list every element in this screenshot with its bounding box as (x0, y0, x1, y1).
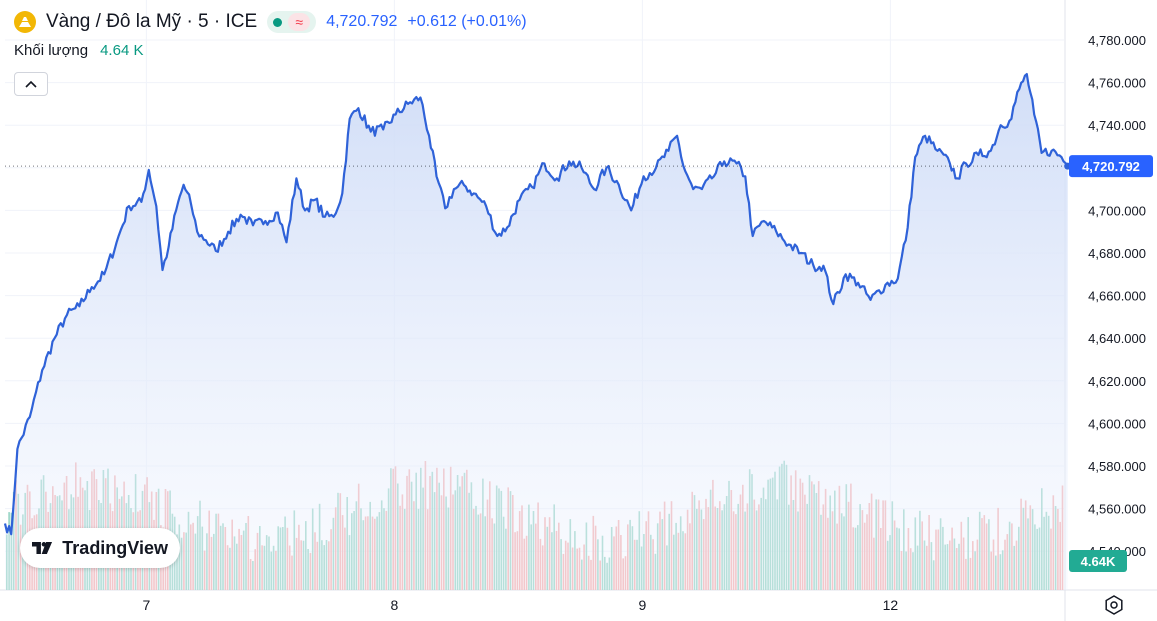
price-line (3, 73, 1069, 536)
brand-name: TradingView (62, 537, 168, 558)
tradingview-logo-icon (32, 542, 53, 554)
y-tick-label: 4,660.000 (1088, 289, 1146, 304)
settings-icon (1105, 595, 1123, 615)
chevron-up-icon (25, 80, 37, 88)
price-axis[interactable]: 4,540.0004,560.0004,580.0004,600.0004,62… (1088, 33, 1146, 559)
x-tick-label: 8 (390, 597, 398, 613)
volume-value: 4.64 K (100, 42, 144, 59)
y-tick-label: 4,700.000 (1088, 203, 1146, 218)
price-change: +0.612 (+0.01%) (407, 13, 527, 30)
last-price-axis-label-bg (1069, 155, 1153, 178)
x-tick-label: 12 (883, 597, 899, 613)
volume-label[interactable]: Khối lượng (14, 42, 89, 59)
y-tick-label: 4,580.000 (1088, 459, 1146, 474)
volume-axis-label: 4.64K (1081, 554, 1116, 569)
price-series (3, 73, 1072, 591)
y-tick-label: 4,780.000 (1088, 33, 1146, 48)
x-tick-label: 7 (142, 597, 150, 613)
symbol-title[interactable]: Vàng / Đô la Mỹ · 5 · ICE (46, 11, 258, 32)
y-tick-label: 4,620.000 (1088, 374, 1146, 389)
volume-axis-label-bg (1069, 550, 1127, 572)
tradingview-badge[interactable]: TradingView (20, 528, 180, 568)
last-price-axis-label: 4,720.792 (1082, 159, 1140, 174)
x-tick-label: 9 (638, 597, 646, 613)
market-status-pill[interactable]: ≈ (267, 11, 317, 33)
market-open-icon (273, 17, 283, 27)
last-price: 4,720.792 (326, 13, 398, 30)
y-tick-label: 4,760.000 (1088, 76, 1146, 91)
y-tick-label: 4,740.000 (1088, 118, 1146, 133)
axis-value-labels: 4,720.792 4.64K (1069, 155, 1153, 572)
volume-legend: Khối lượng 4.64 K (14, 42, 143, 59)
chart-legend-header: Vàng / Đô la Mỹ · 5 · ICE ≈ 4,720.792 +0… (14, 8, 527, 36)
collapse-legend-button[interactable] (14, 72, 48, 96)
gold-coin-icon (14, 11, 36, 33)
price-area-fill (5, 74, 1068, 591)
y-tick-label: 4,640.000 (1088, 331, 1146, 346)
y-tick-label: 4,600.000 (1088, 416, 1146, 431)
settings-button[interactable] (1103, 594, 1125, 616)
delay-icon: ≈ (288, 13, 311, 31)
y-tick-label: 4,560.000 (1088, 502, 1146, 517)
y-tick-label: 4,680.000 (1088, 246, 1146, 261)
time-axis[interactable]: 7 8 9 12 (142, 597, 898, 613)
